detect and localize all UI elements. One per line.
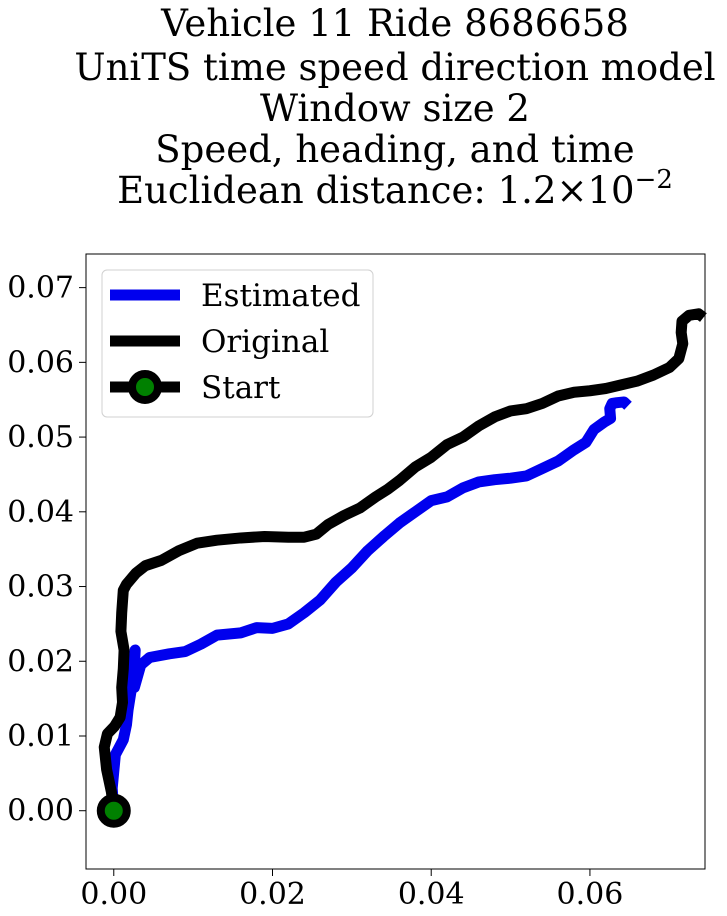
title-line-4: Speed, heading, and time [155,128,634,171]
title-metric-base: 10 [588,169,635,212]
y-tick-label: 0.06 [7,345,74,380]
title-line-2: UniTS time speed direction model [74,46,715,89]
y-tick-label: 0.04 [7,495,74,530]
y-axis: 0.00 0.01 0.02 0.03 0.04 0.05 0.06 0.07 [7,271,86,829]
title-line-5: Euclidean distance: 1.2×10−2 [117,165,673,212]
title-metric-mantissa: 1.2 [498,169,557,212]
x-tick-label: 0.04 [398,877,465,912]
series-line-estimated [106,396,632,812]
x-axis: 0.00 0.02 0.04 0.06 [80,869,623,912]
title-metric-exponent: −2 [635,165,673,195]
x-tick-label: 0.02 [239,877,306,912]
series-line-original [98,308,707,812]
legend-box [101,269,374,418]
title-metric-prefix: Euclidean distance: [117,169,498,212]
y-tick-label: 0.05 [7,420,74,455]
legend-label-estimated: Estimated [201,278,360,314]
legend: Estimated Original Start [101,269,374,418]
x-tick-label: 0.00 [80,877,147,912]
y-tick-label: 0.01 [7,719,74,754]
title-line-1: Vehicle 11 Ride 8686658 [160,2,629,45]
y-tick-label: 0.02 [7,644,74,679]
y-tick-label: 0.03 [7,570,74,605]
legend-label-original: Original [201,324,329,360]
title-line-3: Window size 2 [260,87,530,130]
legend-swatch-start-marker [128,370,162,404]
y-tick-label: 0.07 [7,271,74,306]
title-metric-times: × [556,169,587,212]
y-tick-label: 0.00 [7,794,74,829]
start-marker [96,793,131,828]
legend-label-start: Start [201,370,281,406]
chart-title: Vehicle 11 Ride 8686658 UniTS time speed… [74,2,715,212]
x-tick-label: 0.06 [557,877,624,912]
series-layer [96,308,707,828]
